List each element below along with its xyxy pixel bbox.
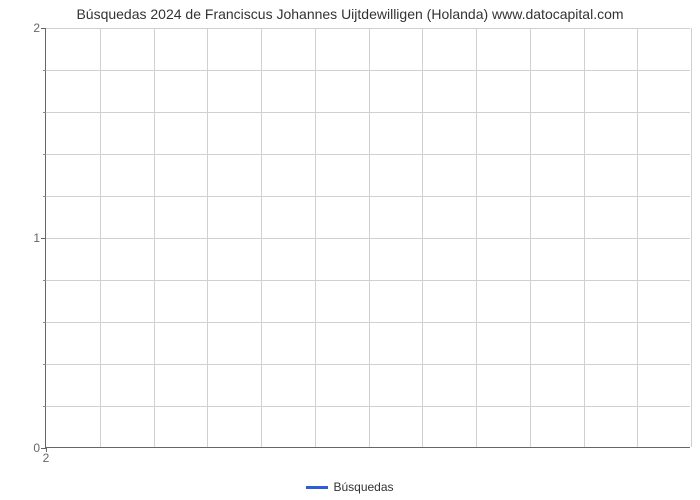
y-tick-label-0: 0 [10,441,40,455]
y-tick-major [41,28,46,29]
y-tick-minor [43,70,46,71]
chart-title: Búsquedas 2024 de Franciscus Johannes Ui… [0,6,700,22]
gridline-v [100,28,101,447]
legend-swatch-icon [306,486,328,489]
gridline-v [637,28,638,447]
y-tick-minor [43,322,46,323]
y-tick-minor [43,364,46,365]
gridline-v [476,28,477,447]
gridline-v [422,28,423,447]
gridline-v [207,28,208,447]
y-tick-major [41,238,46,239]
y-tick-minor [43,196,46,197]
y-tick-label-2: 2 [10,21,40,35]
gridline-v [530,28,531,447]
y-tick-minor [43,154,46,155]
gridline-v [369,28,370,447]
plot-area: 2 [45,28,690,448]
y-tick-minor [43,112,46,113]
y-tick-minor [43,280,46,281]
y-tick-major [41,448,46,449]
x-tick-label-0: 2 [43,451,50,465]
legend: Búsquedas [0,479,700,494]
gridline-v [691,28,692,447]
gridline-v [584,28,585,447]
gridline-v [154,28,155,447]
x-tick-0 [46,447,47,452]
chart-container: Búsquedas 2024 de Franciscus Johannes Ui… [0,0,700,500]
y-tick-minor [43,406,46,407]
legend-label: Búsquedas [333,480,393,494]
gridline-v [261,28,262,447]
gridline-v [315,28,316,447]
y-tick-label-1: 1 [10,231,40,245]
